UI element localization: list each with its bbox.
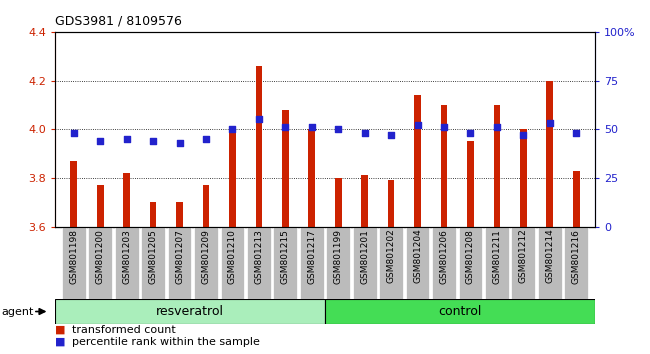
Text: control: control [438, 305, 482, 318]
Bar [282, 110, 289, 354]
Bar [564, 227, 588, 299]
Bar [388, 180, 395, 354]
Bar [326, 227, 350, 299]
Text: GSM801199: GSM801199 [333, 229, 343, 284]
Text: GSM801213: GSM801213 [254, 229, 263, 284]
Point [439, 125, 449, 130]
Bar [229, 129, 236, 354]
Bar [62, 227, 86, 299]
Bar [115, 227, 138, 299]
Text: resveratrol: resveratrol [156, 305, 224, 318]
Text: GSM801208: GSM801208 [466, 229, 475, 284]
Bar [538, 227, 562, 299]
Point [227, 126, 238, 132]
Bar [441, 105, 447, 354]
Text: GSM801205: GSM801205 [149, 229, 157, 284]
Bar [255, 66, 262, 354]
Point [571, 130, 582, 136]
Point [333, 126, 343, 132]
Bar [325, 299, 595, 324]
Text: percentile rank within the sample: percentile rank within the sample [72, 337, 259, 347]
Bar [55, 299, 325, 324]
Text: GSM801214: GSM801214 [545, 229, 554, 284]
Text: GSM801200: GSM801200 [96, 229, 105, 284]
Bar [220, 227, 244, 299]
Bar [467, 141, 474, 354]
Text: GSM801210: GSM801210 [228, 229, 237, 284]
Point [412, 122, 423, 128]
Bar [247, 227, 271, 299]
Bar [335, 178, 341, 354]
Bar [485, 227, 509, 299]
Bar [361, 176, 368, 354]
Text: GSM801207: GSM801207 [175, 229, 184, 284]
Text: GSM801209: GSM801209 [202, 229, 211, 284]
Text: GDS3981 / 8109576: GDS3981 / 8109576 [55, 14, 182, 27]
Text: GSM801216: GSM801216 [572, 229, 580, 284]
Bar [203, 185, 209, 354]
Bar [141, 227, 165, 299]
Text: GSM801217: GSM801217 [307, 229, 317, 284]
Bar [547, 80, 553, 354]
Bar [414, 95, 421, 354]
Text: GSM801212: GSM801212 [519, 229, 528, 284]
Bar [150, 202, 157, 354]
Point [518, 132, 528, 138]
Bar [300, 227, 324, 299]
Point [174, 140, 185, 146]
Bar [573, 171, 580, 354]
Point [122, 136, 132, 142]
Bar [168, 227, 192, 299]
Point [254, 117, 264, 122]
Text: GSM801203: GSM801203 [122, 229, 131, 284]
Point [95, 138, 105, 144]
Point [359, 130, 370, 136]
Text: GSM801198: GSM801198 [70, 229, 78, 284]
Text: agent: agent [1, 307, 34, 316]
Point [201, 136, 211, 142]
Text: GSM801201: GSM801201 [360, 229, 369, 284]
Point [280, 125, 291, 130]
Text: GSM801211: GSM801211 [493, 229, 501, 284]
Bar [309, 129, 315, 354]
Bar [353, 227, 376, 299]
Point [386, 132, 396, 138]
Text: GSM801202: GSM801202 [387, 229, 396, 284]
Text: transformed count: transformed count [72, 325, 176, 335]
Bar [70, 161, 77, 354]
Bar [379, 227, 403, 299]
Text: ■: ■ [55, 325, 70, 335]
Point [545, 120, 555, 126]
Point [68, 130, 79, 136]
Bar [124, 173, 130, 354]
Bar [432, 227, 456, 299]
Text: ■: ■ [55, 337, 70, 347]
Text: GSM801215: GSM801215 [281, 229, 290, 284]
Point [148, 138, 159, 144]
Bar [88, 227, 112, 299]
Bar [97, 185, 103, 354]
Bar [520, 129, 526, 354]
Point [491, 125, 502, 130]
Bar [458, 227, 482, 299]
Bar [274, 227, 297, 299]
Bar [512, 227, 535, 299]
Text: GSM801206: GSM801206 [439, 229, 448, 284]
Bar [493, 105, 501, 354]
Bar [406, 227, 430, 299]
Point [465, 130, 476, 136]
Point [307, 125, 317, 130]
Bar [176, 202, 183, 354]
Bar [194, 227, 218, 299]
Text: GSM801204: GSM801204 [413, 229, 422, 284]
